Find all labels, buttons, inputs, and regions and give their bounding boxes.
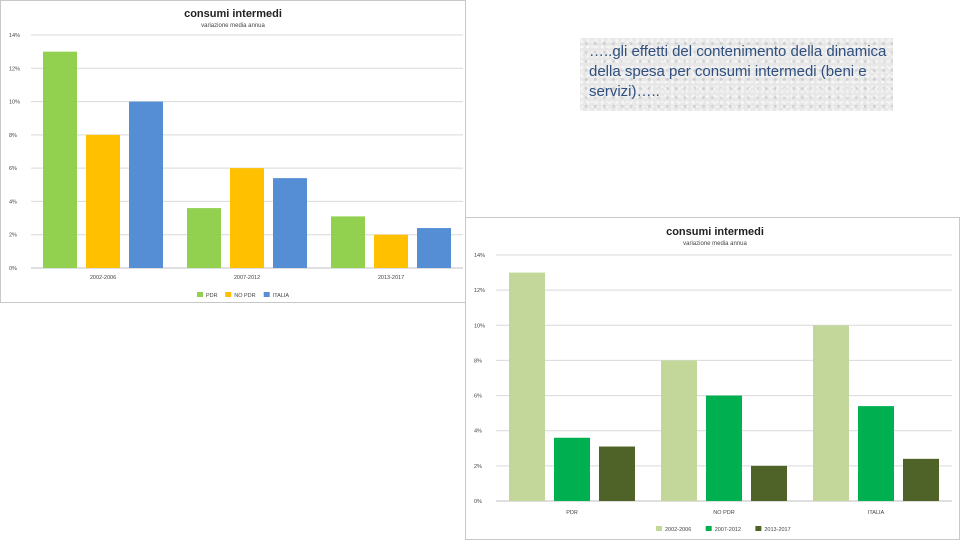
category-label: NO PDR	[713, 510, 734, 516]
bar	[599, 446, 635, 501]
bar	[903, 458, 939, 501]
legend-swatch	[705, 526, 712, 531]
category-label: PDR	[566, 510, 578, 516]
legend-label: 2002-2006	[665, 527, 691, 533]
y-tick-label: 2%	[9, 233, 17, 239]
bar	[331, 216, 365, 268]
legend-swatch	[656, 526, 662, 531]
legend-swatch	[263, 292, 270, 297]
note-text: …..gli effetti del contenimento della di…	[589, 43, 887, 100]
y-tick-label: 4%	[9, 199, 17, 205]
chart-by-area: consumi intermedi variazione media annua 0…	[465, 217, 960, 540]
bar	[43, 51, 77, 269]
chart-title: consumi intermedi	[666, 226, 764, 238]
bar	[187, 208, 221, 268]
bar	[230, 168, 264, 268]
chart-svg: consumi intermedi variazione media annua 0…	[9, 8, 463, 299]
y-tick-label: 12%	[474, 288, 485, 294]
legend-label: ITALIA	[273, 293, 290, 299]
bar	[86, 134, 120, 268]
chart-svg: consumi intermedi variazione media annua 0…	[474, 226, 952, 533]
legend-label: 2013-2017	[764, 527, 790, 533]
chart-subtitle: variazione media annua	[201, 23, 265, 29]
category-label: ITALIA	[868, 510, 885, 516]
chart-by-period: consumi intermedi variazione media annua 0…	[0, 0, 466, 303]
bar	[706, 395, 742, 501]
y-tick-label: 0%	[474, 499, 482, 505]
bar	[417, 228, 451, 268]
y-tick-label: 4%	[474, 429, 482, 435]
y-tick-label: 6%	[9, 166, 17, 172]
y-tick-label: 14%	[9, 33, 20, 39]
note-text-box: …..gli effetti del contenimento della di…	[580, 38, 893, 111]
bar	[374, 234, 408, 268]
legend-swatch	[225, 292, 232, 297]
y-tick-label: 8%	[9, 133, 17, 139]
y-tick-label: 12%	[9, 66, 20, 72]
bar	[129, 101, 163, 268]
bar	[661, 360, 697, 501]
category-label: 2002-2006	[90, 275, 116, 281]
y-tick-label: 2%	[474, 464, 482, 470]
y-tick-label: 10%	[474, 323, 485, 329]
y-tick-label: 6%	[474, 394, 482, 400]
y-tick-label: 0%	[9, 266, 17, 272]
legend-label: 2007-2012	[715, 527, 741, 533]
legend-label: NO PDR	[234, 293, 255, 299]
legend-swatch	[197, 292, 203, 297]
category-label: 2007-2012	[234, 275, 260, 281]
bar	[273, 178, 307, 268]
y-tick-label: 14%	[474, 253, 485, 259]
bar	[813, 325, 849, 501]
legend-label: PDR	[206, 293, 218, 299]
bar	[751, 465, 787, 501]
y-tick-label: 8%	[474, 358, 482, 364]
chart-title: consumi intermedi	[184, 8, 282, 20]
legend-swatch	[755, 526, 762, 531]
bar	[554, 437, 590, 501]
chart-subtitle: variazione media annua	[683, 241, 747, 247]
bar	[858, 406, 894, 501]
category-label: 2013-2017	[378, 275, 404, 281]
bar	[509, 272, 545, 501]
y-tick-label: 10%	[9, 100, 20, 106]
